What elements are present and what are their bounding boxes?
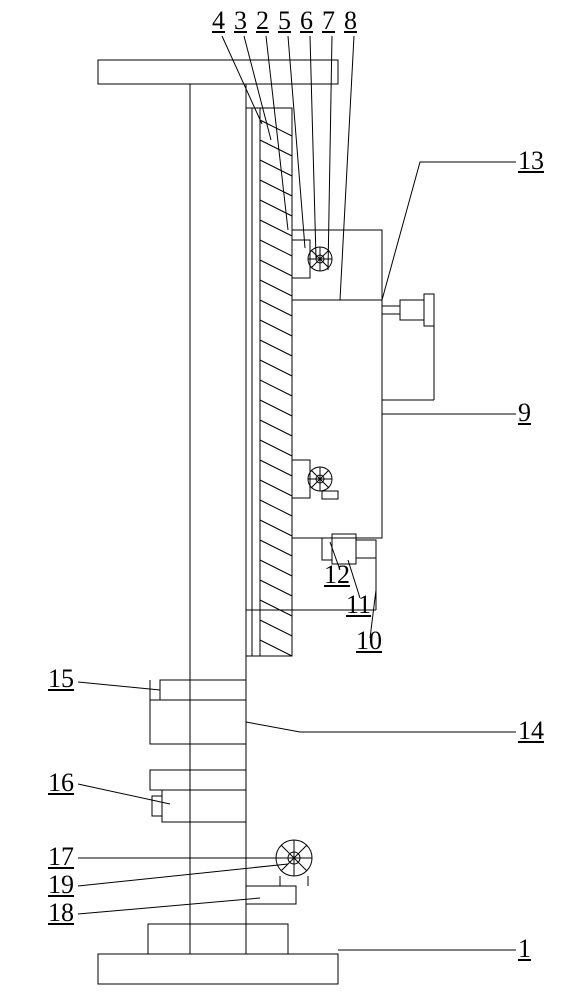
callout-18: 18 <box>48 898 74 928</box>
callout-6: 6 <box>300 6 313 36</box>
callout-17: 17 <box>48 842 74 872</box>
callout-13: 13 <box>518 146 544 176</box>
callout-8: 8 <box>344 6 357 36</box>
callout-4: 4 <box>212 6 225 36</box>
callout-7: 7 <box>322 6 335 36</box>
callout-16: 16 <box>48 768 74 798</box>
leader-lines <box>78 36 516 950</box>
callout-14: 14 <box>518 716 544 746</box>
callout-10: 10 <box>356 626 382 656</box>
callout-1: 1 <box>518 934 531 964</box>
callout-2: 2 <box>256 6 269 36</box>
callout-5: 5 <box>278 6 291 36</box>
callout-12: 12 <box>324 560 350 590</box>
callout-19: 19 <box>48 870 74 900</box>
motor-right <box>382 294 434 400</box>
callout-9: 9 <box>518 398 531 428</box>
callout-3: 3 <box>234 6 247 36</box>
lower-handwheel <box>246 840 312 904</box>
figure-drawing <box>0 0 578 1000</box>
callout-15: 15 <box>48 664 74 694</box>
clamp-lower <box>292 460 338 499</box>
clamp-upper <box>292 240 332 278</box>
callout-11: 11 <box>346 590 371 620</box>
